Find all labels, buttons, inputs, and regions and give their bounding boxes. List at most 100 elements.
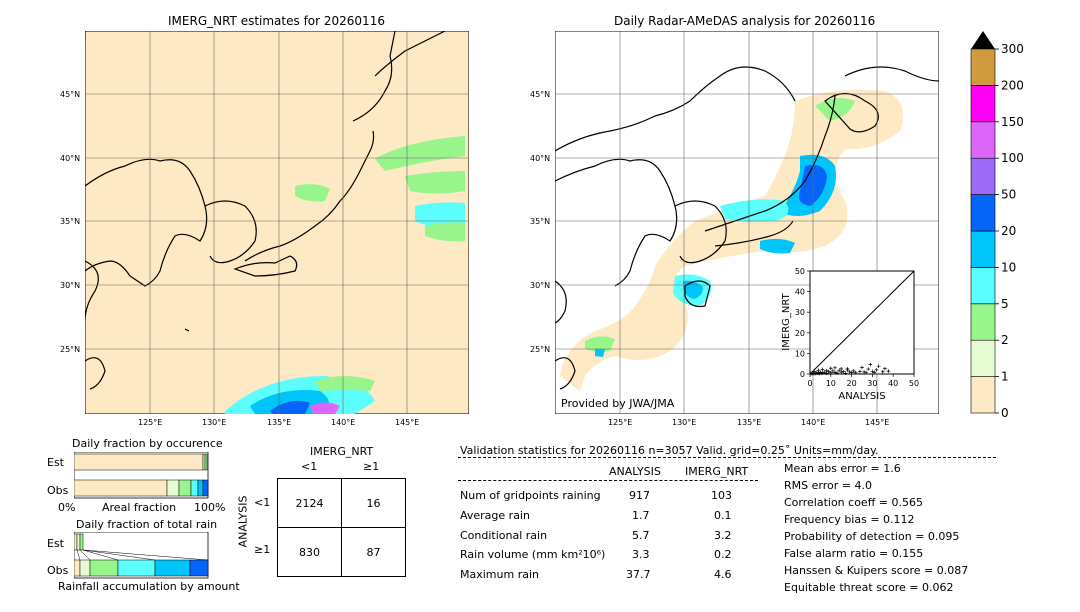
scatter-xtick-label: 50 bbox=[909, 379, 919, 388]
right-lon-label-135: 135°E bbox=[737, 418, 762, 427]
score-line: Frequency bias = 0.112 bbox=[784, 513, 915, 526]
validation-row-analysis: 5.7 bbox=[632, 529, 650, 542]
scatter-point bbox=[826, 369, 831, 374]
contingency-row-ge1: ≥1 bbox=[254, 543, 271, 556]
scatter-xtick-label: 0 bbox=[807, 379, 812, 388]
colorbar-box bbox=[970, 85, 996, 123]
scatter-xtick-label: 10 bbox=[826, 379, 836, 388]
validation-row-analysis: 917 bbox=[629, 489, 650, 502]
scatter-point bbox=[831, 369, 835, 373]
scatter-point bbox=[829, 370, 833, 375]
rain-obs-seg-5 bbox=[189, 559, 209, 577]
scatter-point bbox=[870, 369, 875, 374]
validation-divider-top bbox=[458, 457, 996, 458]
score-line: RMS error = 4.0 bbox=[784, 479, 872, 492]
scatter-point bbox=[812, 369, 816, 374]
scatter-point bbox=[886, 369, 891, 373]
left-map-rain bbox=[225, 136, 465, 414]
scatter-point bbox=[829, 366, 833, 371]
scatter-point bbox=[883, 366, 887, 371]
validation-row-imerg: 3.2 bbox=[714, 529, 732, 542]
scatter-diagonal bbox=[809, 270, 915, 375]
rain-est-label: Est bbox=[47, 537, 64, 550]
left-map bbox=[85, 31, 469, 414]
scatter-point bbox=[876, 364, 881, 368]
scatter-point bbox=[881, 369, 885, 374]
occ-obs-seg-5 bbox=[202, 479, 209, 497]
occ-obs-seg-1 bbox=[166, 479, 180, 497]
left-lon-label-145: 145°E bbox=[395, 418, 420, 427]
colorbar-box bbox=[970, 267, 996, 305]
contingency-cell-10: 830 bbox=[277, 527, 342, 577]
colorbar-label: 20 bbox=[1001, 224, 1016, 238]
colorbar-label: 200 bbox=[1001, 78, 1024, 92]
rain-obs-seg-3 bbox=[117, 559, 156, 577]
validation-col-analysis: ANALYSIS bbox=[609, 465, 661, 478]
validation-row-label: Conditional rain bbox=[460, 529, 548, 542]
contingency-col-lt1: <1 bbox=[301, 460, 318, 473]
occurrence-xlabel-mid: Areal fraction bbox=[102, 501, 177, 514]
scatter-point bbox=[820, 367, 825, 372]
validation-row-analysis: 3.3 bbox=[632, 548, 650, 561]
scatter-xlabel: ANALYSIS bbox=[838, 391, 885, 402]
scatter-point bbox=[822, 370, 827, 374]
scatter-xtick-label: 30 bbox=[867, 379, 877, 388]
validation-row-imerg: 103 bbox=[711, 489, 732, 502]
left-lat-label-45: 45°N bbox=[60, 90, 81, 99]
left-lat-label-25: 25°N bbox=[60, 345, 81, 354]
occurrence-obs-label: Obs bbox=[47, 484, 69, 497]
rain-fraction-title: Daily fraction of total rain bbox=[76, 518, 218, 531]
colorbar-label: 1 bbox=[1001, 370, 1009, 384]
scatter-point bbox=[833, 366, 837, 370]
validation-row-label: Maximum rain bbox=[460, 568, 539, 581]
occurrence-xlabel-100: 100% bbox=[194, 501, 226, 514]
validation-row-label: Average rain bbox=[460, 509, 530, 522]
scatter-point bbox=[849, 370, 854, 375]
scatter-point bbox=[839, 370, 843, 374]
right-lon-label-130: 130°E bbox=[672, 418, 697, 427]
rain-fraction-chart bbox=[74, 532, 209, 579]
occurrence-est-label: Est bbox=[47, 456, 64, 469]
rain-obs-seg-0 bbox=[74, 559, 81, 577]
occ-obs-seg-3 bbox=[190, 479, 199, 497]
scatter-point bbox=[858, 369, 862, 374]
rain-est-seg-1 bbox=[76, 533, 81, 551]
occ-est-seg-2 bbox=[204, 453, 208, 471]
occ-obs-seg-2 bbox=[178, 479, 192, 497]
scatter-point bbox=[860, 365, 864, 370]
occurrence-title: Daily fraction by occurence bbox=[72, 437, 223, 450]
colorbar-label: 300 bbox=[1001, 42, 1024, 56]
scatter-ytick-label: 40 bbox=[795, 288, 805, 297]
colorbar-box bbox=[970, 121, 996, 159]
map-credit: Provided by JWA/JMA bbox=[561, 397, 675, 410]
validation-row-label: Rain volume (mm km²10⁶) bbox=[460, 548, 606, 561]
score-line: Hanssen & Kuipers score = 0.087 bbox=[784, 564, 969, 577]
scatter-point bbox=[843, 371, 848, 375]
scatter-point bbox=[851, 369, 856, 373]
scatter-ytick-label: 50 bbox=[795, 267, 805, 276]
scatter-point bbox=[820, 371, 825, 375]
left-map-title: IMERG_NRT estimates for 20260116 bbox=[168, 14, 385, 28]
colorbar-box bbox=[970, 376, 996, 414]
scatter-point bbox=[874, 368, 879, 372]
validation-row-analysis: 37.7 bbox=[626, 568, 651, 581]
left-lon-label-130: 130°E bbox=[202, 418, 227, 427]
colorbar-box bbox=[970, 48, 996, 86]
scatter-point bbox=[872, 370, 877, 375]
scatter-ytick-label: 20 bbox=[795, 329, 805, 338]
scatter-point bbox=[824, 368, 829, 373]
rain-obs-seg-1 bbox=[79, 559, 91, 577]
scatter-point bbox=[868, 362, 873, 367]
scatter-point bbox=[853, 370, 858, 375]
scatter-point bbox=[816, 368, 821, 373]
contingency-header: IMERG_NRT bbox=[310, 445, 374, 458]
score-line: False alarm ratio = 0.155 bbox=[784, 547, 924, 560]
colorbar-label: 0 bbox=[1001, 406, 1009, 420]
validation-row-label: Num of gridpoints raining bbox=[460, 489, 601, 502]
contingency-row-header: ANALYSIS bbox=[236, 495, 250, 548]
contingency-row-lt1: <1 bbox=[254, 496, 271, 509]
scatter-ytick-label: 10 bbox=[795, 349, 805, 358]
colorbar-label: 2 bbox=[1001, 333, 1009, 347]
colorbar-box bbox=[970, 303, 996, 341]
rain-obs-label: Obs bbox=[47, 564, 69, 577]
